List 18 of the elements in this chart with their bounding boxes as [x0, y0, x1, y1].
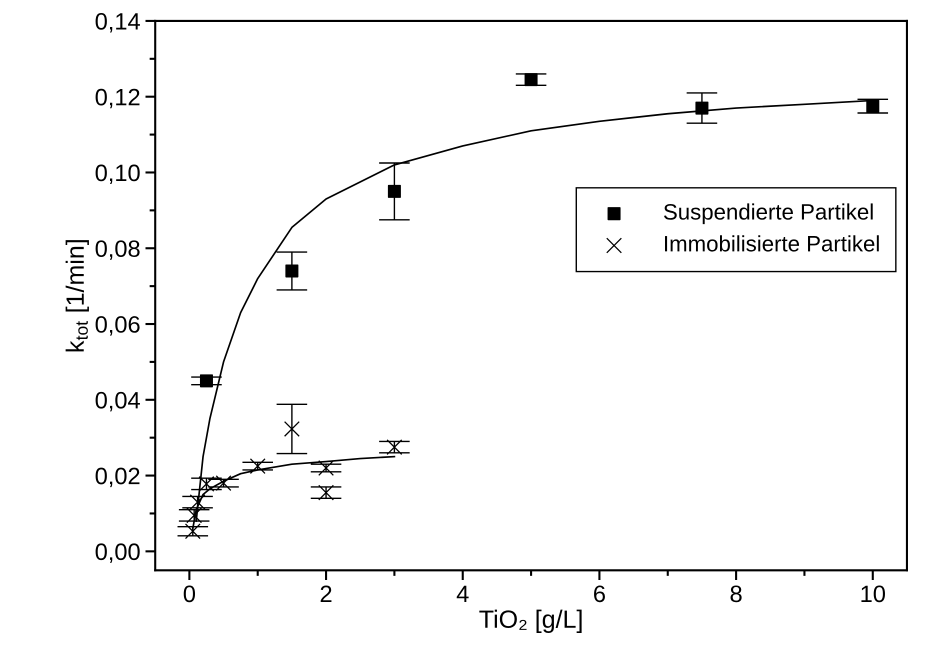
- y-tick-label: 0,14: [96, 12, 140, 33]
- x-tick-label: 10: [861, 585, 885, 602]
- x-tick-label: 2: [320, 585, 332, 602]
- legend-label: Immobilisierte Partikel: [665, 235, 879, 252]
- x-tick-label: 6: [594, 585, 605, 602]
- x-tick-label: 0: [184, 585, 196, 602]
- x-tick-label: 8: [730, 585, 742, 602]
- x-axis-title: TiO₂ [g/L]: [479, 610, 582, 633]
- y-tick-label: 0,06: [96, 316, 140, 336]
- y-tick-label: 0,04: [96, 392, 140, 412]
- y-tick-label: 0,02: [96, 468, 140, 488]
- y-tick-label: 0,08: [96, 240, 140, 260]
- y-tick-label: 0,10: [96, 164, 140, 184]
- x-tick-label: 4: [456, 586, 469, 602]
- y-axis-title: k$_{tot}$ [1/min]: [66, 240, 89, 352]
- y-tick-label: 0,00: [96, 543, 140, 563]
- legend-label: Suspendierte Partikel: [664, 203, 873, 224]
- y-tick-label: 0,12: [96, 88, 140, 108]
